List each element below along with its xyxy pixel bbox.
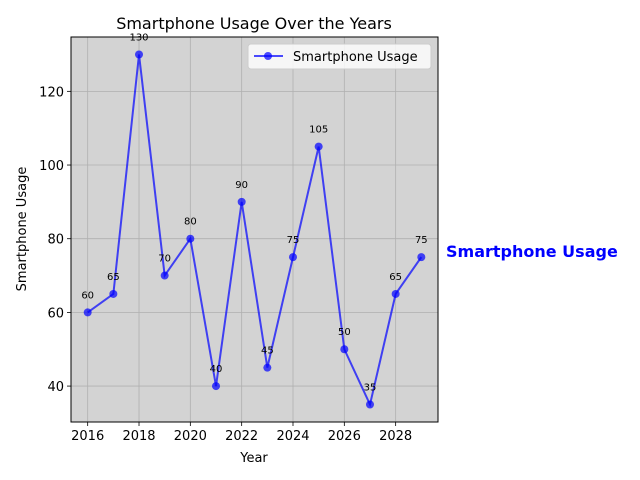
side-annotation: Smartphone Usage xyxy=(446,242,618,261)
x-axis-title: Year xyxy=(239,451,268,466)
data-point xyxy=(417,253,426,262)
data-labels: 60 65 130 70 80 40 90 45 75 105 50 35 65 75 xyxy=(81,33,427,394)
x-tick-label: 2026 xyxy=(328,429,361,444)
y-axis-title: Smartphone Usage xyxy=(15,167,30,292)
data-label: 105 xyxy=(309,125,328,136)
data-label: 65 xyxy=(107,272,120,283)
y-axis-ticks: 40 60 80 100 120 xyxy=(39,85,71,395)
data-point xyxy=(135,50,144,59)
legend-label: Smartphone Usage xyxy=(293,50,418,65)
data-point xyxy=(365,400,374,409)
data-point xyxy=(212,382,221,391)
y-tick-label: 120 xyxy=(39,85,64,100)
data-point xyxy=(237,197,246,206)
x-tick-label: 2018 xyxy=(122,429,155,444)
series-line xyxy=(87,54,423,408)
data-point xyxy=(391,289,400,298)
data-label: 50 xyxy=(338,327,351,338)
x-tick-label: 2028 xyxy=(379,429,412,444)
data-point xyxy=(263,363,272,372)
plot-frame xyxy=(70,36,439,423)
data-point xyxy=(288,253,297,262)
data-label: 130 xyxy=(129,33,148,44)
y-tick-label: 40 xyxy=(47,380,64,395)
x-tick-label: 2022 xyxy=(225,429,258,444)
legend: Smartphone Usage xyxy=(247,43,432,70)
y-tick-label: 100 xyxy=(39,159,64,174)
data-label: 60 xyxy=(81,290,94,301)
y-tick-label: 60 xyxy=(47,306,64,321)
data-label: 65 xyxy=(389,272,402,283)
plot-area xyxy=(71,37,438,422)
data-label: 40 xyxy=(210,364,223,375)
x-tick-label: 2024 xyxy=(276,429,309,444)
series-group xyxy=(83,50,426,409)
legend-marker-swatch xyxy=(264,52,272,60)
data-label: 90 xyxy=(235,180,248,191)
x-axis-ticks: 2016 2018 2020 2022 2024 2026 2028 xyxy=(71,422,412,444)
data-label: 35 xyxy=(364,383,377,394)
y-tick-label: 80 xyxy=(47,233,64,248)
data-label: 70 xyxy=(158,254,171,265)
data-point xyxy=(340,345,349,354)
data-label: 80 xyxy=(184,217,197,228)
x-tick-label: 2020 xyxy=(174,429,207,444)
chart-title: Smartphone Usage Over the Years xyxy=(116,14,392,33)
data-point xyxy=(160,271,169,280)
grid-lines xyxy=(71,37,438,422)
data-label: 45 xyxy=(261,346,274,357)
data-point xyxy=(186,234,195,243)
data-point xyxy=(314,142,323,151)
data-label: 75 xyxy=(415,235,428,246)
data-point xyxy=(109,289,118,298)
legend-box xyxy=(247,43,432,70)
data-label: 75 xyxy=(287,235,300,246)
x-tick-label: 2016 xyxy=(71,429,104,444)
data-point xyxy=(83,308,92,317)
